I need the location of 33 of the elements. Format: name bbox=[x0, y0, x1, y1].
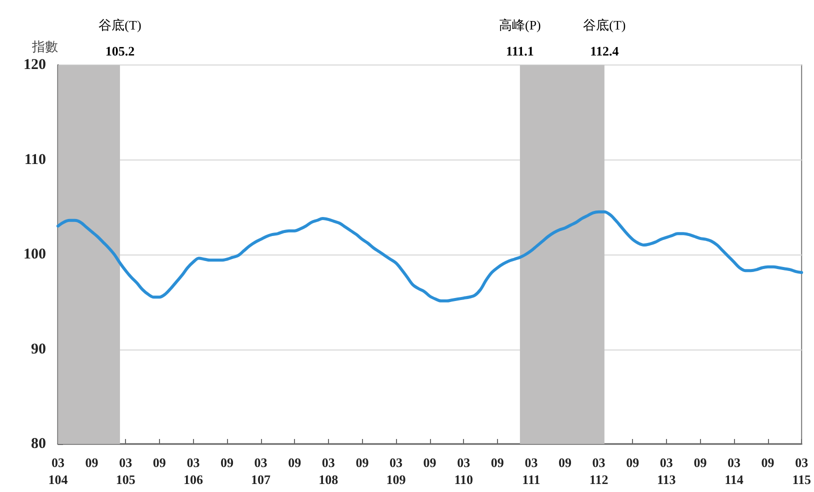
x-tick-label: 09 bbox=[152, 455, 166, 470]
x-tick-label: 09 bbox=[761, 455, 775, 470]
x-tick-label: 03 109 bbox=[386, 455, 406, 487]
y-tick-label: 80 bbox=[31, 436, 46, 452]
y-tick-label: 110 bbox=[24, 152, 46, 168]
x-tick-label: 03 106 bbox=[183, 455, 204, 487]
x-tick-label: 03 105 bbox=[116, 455, 136, 487]
line-series bbox=[56, 210, 804, 302]
x-tick-label: 03 104 bbox=[48, 455, 68, 487]
text: 谷底(T) 112.4 bbox=[583, 18, 626, 58]
y-axis-title: 指數 bbox=[31, 39, 58, 54]
x-tick-label: 03 112 bbox=[589, 455, 608, 487]
x-tick-label: 09 bbox=[694, 455, 708, 470]
x-tick-label: 03 107 bbox=[251, 455, 272, 487]
x-tick-label: 03 108 bbox=[318, 455, 339, 487]
x-tick-label: 09 bbox=[356, 455, 370, 470]
x-tick-label: 03 111 bbox=[522, 455, 540, 487]
x-tick-label: 09 bbox=[490, 455, 504, 470]
y-tick-label: 90 bbox=[31, 341, 46, 358]
text: 谷底(T) 105.2 bbox=[98, 18, 142, 58]
x-tick-label: 09 bbox=[288, 455, 302, 470]
x-tick-label: 09 bbox=[558, 455, 572, 470]
y-tick-label: 120 bbox=[24, 57, 46, 73]
x-tick-label: 03 115 bbox=[792, 455, 812, 487]
x-tick-label: 09 bbox=[220, 455, 234, 470]
x-tick-label: 09 bbox=[423, 455, 437, 470]
x-tick-label: 03 113 bbox=[657, 455, 676, 487]
text: 高峰(P) 111.1 bbox=[498, 18, 541, 58]
x-tick-label: 09 bbox=[85, 455, 99, 470]
x-tick-label: 03 110 bbox=[454, 455, 474, 487]
x-tick-label: 09 bbox=[626, 455, 640, 470]
y-tick-label: 100 bbox=[24, 246, 46, 262]
x-tick-label: 03 114 bbox=[724, 455, 744, 487]
